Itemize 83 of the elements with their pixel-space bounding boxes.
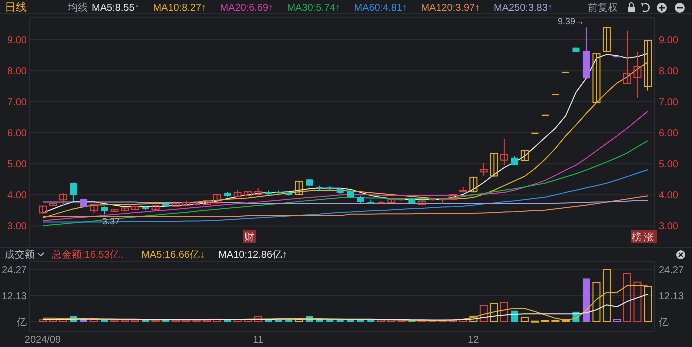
x-tick-label: 12 — [468, 335, 480, 346]
bar — [90, 319, 98, 322]
y-tick-label: 4.00 — [8, 190, 28, 202]
text: MA250:3.83↑ — [494, 3, 553, 14]
annotation: 9.39→ — [558, 16, 584, 27]
bar — [520, 317, 529, 322]
bar — [388, 320, 396, 322]
line-series — [42, 294, 648, 321]
y2-tick-label: 8.00 — [659, 66, 679, 78]
candlestick — [480, 162, 488, 176]
text: 总金额:16.53亿↓ — [51, 249, 125, 261]
bar — [192, 320, 201, 322]
candlestick — [295, 180, 304, 196]
line-series — [42, 140, 648, 226]
text: MA10:8.27↑ — [153, 3, 207, 14]
candlestick — [90, 203, 98, 214]
y2-tick-label: 亿 — [658, 318, 669, 328]
x-tick-label: 11 — [253, 335, 264, 346]
y2-tick-label: 6.00 — [659, 128, 679, 140]
y-tick-label: 9.00 — [8, 35, 28, 46]
bar — [131, 320, 140, 322]
y2-tick-label: 9.00 — [659, 35, 679, 46]
bar — [152, 320, 160, 322]
bar — [582, 278, 590, 322]
bar — [449, 320, 458, 322]
y2-tick-label: 7.00 — [659, 97, 679, 108]
bar — [203, 320, 212, 322]
text: MA10:12.86亿↑ — [218, 250, 288, 261]
y2-tick-label: 3.00 — [659, 222, 679, 233]
y2-tick-label: 5.00 — [659, 160, 679, 171]
text: MA20:6.69↑ — [220, 3, 274, 14]
candlestick — [60, 193, 68, 206]
candlestick — [500, 138, 508, 166]
bar — [613, 319, 622, 322]
candlestick — [470, 176, 478, 194]
y-tick-label: 5.00 — [8, 160, 28, 171]
bar — [398, 320, 406, 322]
bar — [110, 320, 119, 322]
bar — [213, 318, 222, 322]
line-series — [42, 196, 648, 218]
y-tick-label: 亿 — [16, 318, 27, 328]
text: MA30:5.74↑ — [287, 3, 341, 14]
text: MA120:3.97↑ — [421, 3, 480, 14]
bar — [182, 320, 191, 322]
bar — [634, 282, 642, 322]
annotation: 榜涨 — [632, 232, 656, 244]
candlestick — [634, 51, 642, 98]
bar — [254, 316, 262, 322]
bar — [49, 320, 58, 322]
bar — [623, 273, 632, 322]
bar — [172, 320, 180, 322]
y2-tick-label: 12.13 — [659, 292, 684, 303]
y-tick-label: 12.13 — [2, 292, 28, 303]
bar — [500, 302, 508, 322]
candlestick — [602, 27, 611, 52]
candlestick — [490, 153, 498, 178]
y2-tick-label: 4.00 — [659, 190, 679, 202]
candlestick — [511, 156, 518, 166]
chart-title: 日线 — [5, 1, 27, 14]
y2-tick-label: 24.27 — [659, 266, 684, 276]
bar — [39, 320, 47, 322]
y-tick-label: 8.00 — [8, 66, 28, 78]
y-tick-label: 6.00 — [8, 128, 28, 140]
candlestick — [213, 193, 222, 204]
bar — [121, 320, 130, 322]
bar — [459, 319, 468, 322]
bar — [377, 320, 386, 322]
text: MA60:4.81↑ — [354, 3, 408, 14]
text: 前复权 — [588, 2, 618, 14]
y-tick-label: 7.00 — [8, 97, 28, 108]
text: MA5:16.66亿↓ — [142, 250, 205, 261]
x-tick-label: 2024/09 — [24, 335, 62, 346]
candlestick — [623, 30, 632, 84]
annotation: 财 — [244, 232, 254, 244]
chart-title: 成交额 — [5, 249, 35, 261]
line-series — [42, 169, 648, 223]
legend-title: 均线 — [67, 2, 88, 14]
y-tick-label: 3.00 — [8, 222, 28, 233]
candlestick — [70, 182, 78, 202]
bar — [480, 305, 488, 322]
y-tick-label: 24.27 — [2, 266, 28, 276]
text: MA5:8.55↑ — [92, 3, 140, 14]
candlestick — [520, 150, 529, 162]
